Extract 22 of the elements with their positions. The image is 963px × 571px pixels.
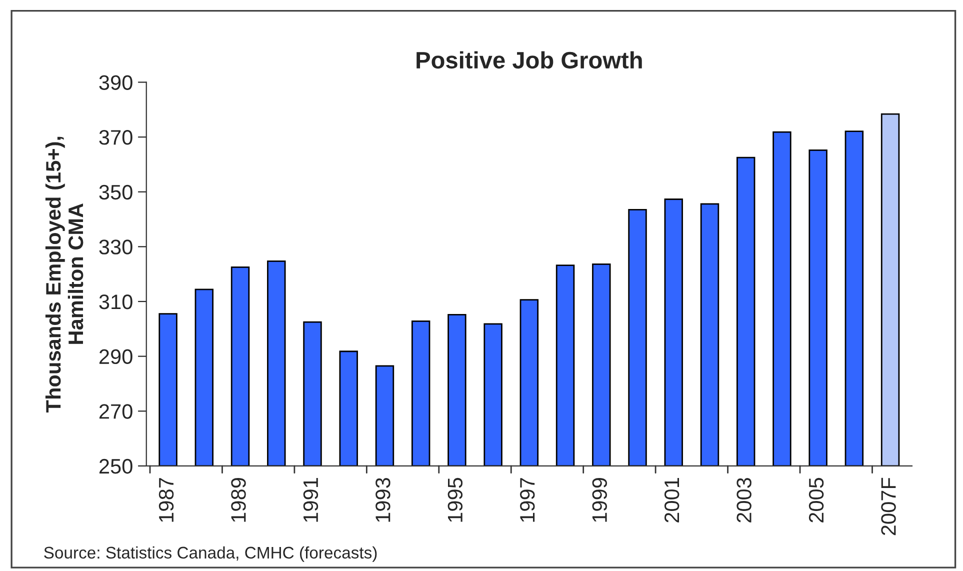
x-tick-label: 1993: [376, 478, 390, 522]
x-tick-label: 1987: [158, 478, 174, 522]
x-tick-label: 2001: [664, 478, 680, 522]
x-tick-label: 1991: [303, 478, 318, 522]
y-axis-title: Thousands Employed (15+), Hamilton CMA: [45, 136, 84, 412]
source-note: Source: Statistics Canada, CMHC (forecasts): [44, 546, 377, 562]
y-tick-label: 250: [99, 458, 132, 474]
y-tick-label: 350: [99, 184, 132, 200]
x-tick-label: 1995: [448, 478, 463, 522]
x-tick-label: 2005: [808, 478, 824, 522]
x-tick-label: 1989: [231, 478, 246, 522]
x-tick-label: 1997: [520, 478, 535, 522]
y-tick-label: 370: [99, 130, 132, 145]
x-tick-label: 2003: [736, 478, 752, 522]
y-tick-label: 390: [99, 75, 132, 90]
x-tick-label: 2007F: [881, 478, 896, 536]
y-tick-label: 310: [99, 294, 132, 310]
y-tick-label: 330: [99, 240, 132, 254]
y-tick-label: 290: [99, 349, 132, 364]
y-tick-label: 270: [99, 404, 132, 419]
chart-title: Positive Job Growth: [416, 51, 642, 69]
x-tick-label: 1999: [592, 478, 607, 522]
